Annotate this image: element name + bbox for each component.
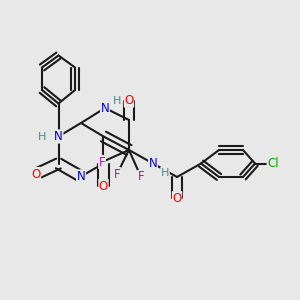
- Text: H: H: [161, 167, 169, 178]
- Text: N: N: [54, 130, 63, 143]
- Text: H: H: [113, 95, 121, 106]
- Text: N: N: [100, 101, 109, 115]
- Text: O: O: [172, 191, 182, 205]
- Text: N: N: [76, 170, 85, 183]
- Text: N: N: [148, 157, 158, 170]
- Text: O: O: [99, 179, 108, 193]
- Text: F: F: [99, 155, 105, 169]
- Text: Cl: Cl: [267, 157, 279, 170]
- Text: F: F: [114, 167, 120, 181]
- Text: O: O: [32, 167, 40, 181]
- Text: F: F: [138, 170, 144, 184]
- Text: H: H: [38, 131, 46, 142]
- Text: O: O: [124, 94, 134, 107]
